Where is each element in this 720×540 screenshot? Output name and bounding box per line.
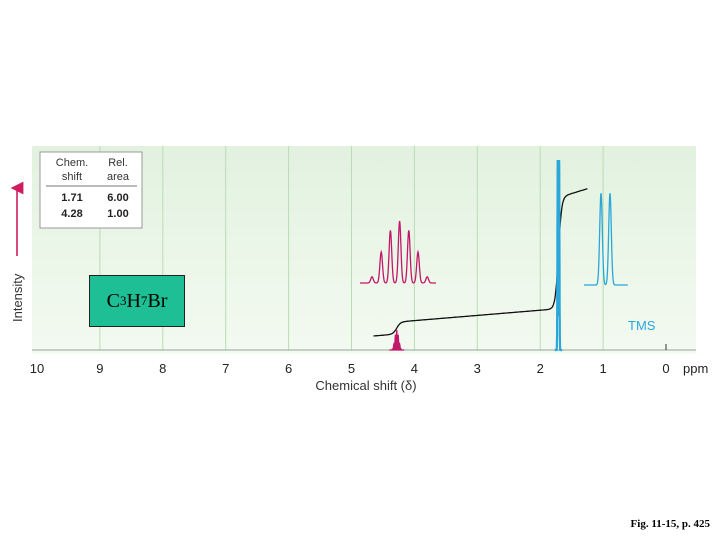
x-tick-0: 0 <box>662 361 669 376</box>
x-tick-10: 10 <box>30 361 44 376</box>
x-tick-2: 2 <box>537 361 544 376</box>
peak-4-28-septet <box>389 329 405 351</box>
formula-c-count: 3 <box>119 293 127 308</box>
doublet-expansion <box>584 193 628 286</box>
table-row-1-shift: 1.71 <box>61 192 82 204</box>
x-tick-6: 6 <box>285 361 292 376</box>
table-header-shift-line1: Chem. <box>56 157 88 169</box>
x-tick-8: 8 <box>159 361 166 376</box>
molecular-formula-box: C 3 H 7 Br <box>89 275 185 327</box>
formula-h-count: 7 <box>140 293 148 308</box>
x-tick-5: 5 <box>348 361 355 376</box>
x-tick-labels: 10 9 8 7 6 5 4 3 2 1 0 <box>30 361 670 376</box>
table-header-area-line1: Rel. <box>108 157 128 169</box>
figure-caption: Fig. 11-15, p. 425 <box>630 518 710 530</box>
tms-label: TMS <box>628 318 656 333</box>
x-axis-title: Chemical shift (δ) <box>315 378 416 393</box>
x-tick-9: 9 <box>96 361 103 376</box>
table-row-2-area: 1.00 <box>107 208 128 220</box>
table-row-2-shift: 4.28 <box>61 208 82 220</box>
shift-area-table: Chem. shift Rel. area 1.71 6.00 4.28 1.0… <box>39 151 143 229</box>
x-tick-1: 1 <box>599 361 606 376</box>
formula-h: H <box>126 289 141 312</box>
peak-1-71-doublet <box>554 159 563 352</box>
x-tick-4: 4 <box>411 361 418 376</box>
table-header-area-line2: area <box>107 171 130 183</box>
septet-expansion <box>360 220 436 284</box>
table-background <box>39 151 143 229</box>
formula-c: C <box>106 289 120 312</box>
x-unit-label: ppm <box>683 361 708 376</box>
formula-br: Br <box>147 289 168 312</box>
table-header-shift-line2: shift <box>62 171 82 183</box>
x-tick-3: 3 <box>474 361 481 376</box>
table-row-1-area: 6.00 <box>107 192 128 204</box>
x-tick-7: 7 <box>222 361 229 376</box>
integration-curve <box>373 188 588 337</box>
y-axis-title: Intensity <box>10 273 25 322</box>
